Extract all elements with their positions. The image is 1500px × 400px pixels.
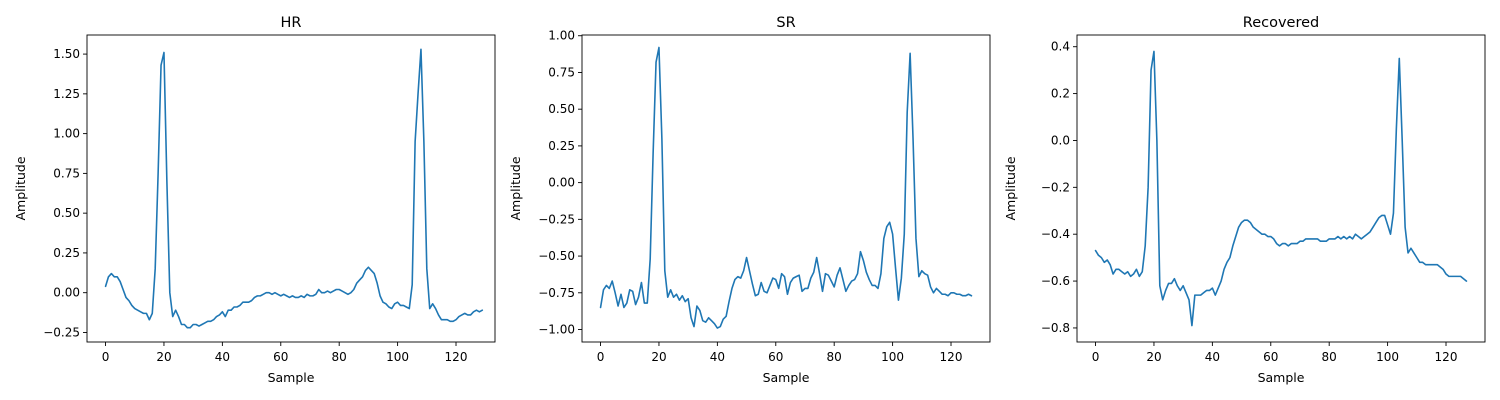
sr-xtick-label: 0 <box>597 350 605 364</box>
hr-title: HR <box>281 15 302 31</box>
sr-ytick-label: 0.00 <box>548 176 575 190</box>
hr-xtick-label: 0 <box>102 350 110 364</box>
hr-xtick-label: 80 <box>332 350 347 364</box>
hr-xtick-label: 120 <box>445 350 468 364</box>
recovered-series-line <box>1094 50 1468 327</box>
recovered-xtick-label: 40 <box>1205 350 1220 364</box>
hr-xtick-label: 60 <box>273 350 288 364</box>
hr-xtick-label: 40 <box>215 350 230 364</box>
hr-ytick-label: 1.25 <box>53 87 80 101</box>
recovered-xtick-label: 0 <box>1092 350 1100 364</box>
sr-ytick-label: 1.00 <box>548 29 575 43</box>
hr-ytick-label: 1.50 <box>53 47 80 61</box>
sr-ytick-label: 0.25 <box>548 139 575 153</box>
recovered-ytick-label: −0.6 <box>1041 274 1070 288</box>
hr-ytick-label: 0.50 <box>53 206 80 220</box>
chart-recovered: 0 20 40 60 80 100 120 −0.8 −0.6 −0.4 −0.2 0.0 0.2 0.4… <box>1003 15 1486 385</box>
chart-sr: 0 20 40 60 80 100 120 −1.00 −0.75 −0.50 −0.25 0.00 0… <box>508 15 991 385</box>
sr-ytick-label: −1.00 <box>538 323 575 337</box>
recovered-ytick-label: −0.2 <box>1041 180 1070 194</box>
recovered-xtick-label: 60 <box>1263 350 1278 364</box>
sr-xtick-label: 120 <box>940 350 963 364</box>
sr-ytick-label: 0.75 <box>548 65 575 79</box>
sr-xlabel: Sample <box>763 370 810 385</box>
recovered-title: Recovered <box>1243 15 1319 31</box>
sr-xtick-label: 40 <box>710 350 725 364</box>
sr-ylabel: Amplitude <box>508 156 523 220</box>
recovered-xtick-label: 20 <box>1146 350 1161 364</box>
recovered-ytick-label: 0.4 <box>1051 40 1070 54</box>
hr-ytick-label: −0.25 <box>43 325 80 339</box>
recovered-ytick-label: −0.4 <box>1041 227 1070 241</box>
sr-ytick-label: −0.25 <box>538 212 575 226</box>
sr-ytick-label: 0.50 <box>548 102 575 116</box>
hr-xlabel: Sample <box>268 370 315 385</box>
sr-xtick-label: 100 <box>881 350 904 364</box>
hr-xtick-label: 100 <box>386 350 409 364</box>
sr-ytick-label: −0.50 <box>538 249 575 263</box>
sr-ytick-label: −0.75 <box>538 286 575 300</box>
hr-xtick-label: 20 <box>156 350 171 364</box>
sr-series-line <box>599 46 973 329</box>
sr-title: SR <box>776 15 795 31</box>
recovered-ytick-label: 0.2 <box>1051 87 1070 101</box>
sr-xtick-label: 20 <box>651 350 666 364</box>
recovered-axes-frame <box>1076 34 1486 343</box>
recovered-ytick-label: 0.0 <box>1051 133 1070 147</box>
sr-axes-frame <box>581 34 991 343</box>
hr-ytick-label: 0.75 <box>53 166 80 180</box>
hr-ytick-label: 0.00 <box>53 286 80 300</box>
sr-xtick-label: 60 <box>768 350 783 364</box>
recovered-xlabel: Sample <box>1258 370 1305 385</box>
hr-ytick-label: 1.00 <box>53 127 80 141</box>
chart-hr: 0 20 40 60 80 100 120 −0.25 0.00 0.25 0.50 0.75 1.00… <box>13 15 496 385</box>
hr-ytick-label: 0.25 <box>53 246 80 260</box>
recovered-ytick-label: −0.8 <box>1041 321 1070 335</box>
sr-xtick-label: 80 <box>827 350 842 364</box>
recovered-ylabel: Amplitude <box>1003 156 1018 220</box>
recovered-xtick-label: 100 <box>1376 350 1399 364</box>
recovered-xtick-label: 80 <box>1322 350 1337 364</box>
hr-series-line <box>104 48 484 329</box>
hr-axes-frame <box>86 34 496 343</box>
recovered-xtick-label: 120 <box>1435 350 1458 364</box>
hr-ylabel: Amplitude <box>13 156 28 220</box>
